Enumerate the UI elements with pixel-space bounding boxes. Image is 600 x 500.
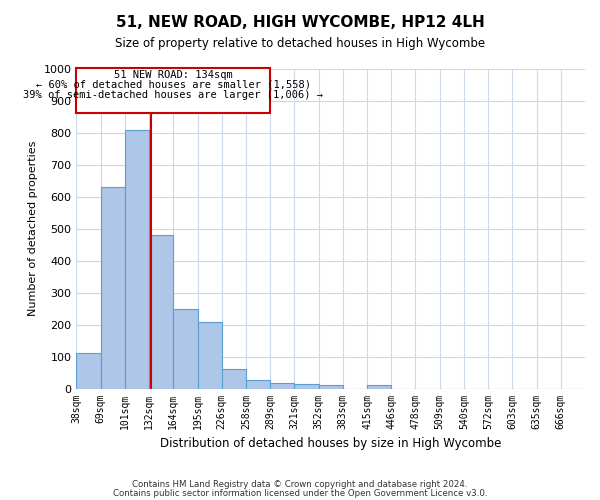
- Bar: [149, 235, 173, 388]
- Text: ← 60% of detached houses are smaller (1,558): ← 60% of detached houses are smaller (1,…: [36, 80, 311, 90]
- Y-axis label: Number of detached properties: Number of detached properties: [28, 141, 38, 316]
- Bar: [76, 354, 101, 388]
- Bar: [173, 308, 197, 388]
- X-axis label: Distribution of detached houses by size in High Wycombe: Distribution of detached houses by size …: [160, 437, 502, 450]
- Text: Contains public sector information licensed under the Open Government Licence v3: Contains public sector information licen…: [113, 490, 487, 498]
- Bar: [319, 386, 343, 388]
- Text: Size of property relative to detached houses in High Wycombe: Size of property relative to detached ho…: [115, 38, 485, 51]
- Text: 51 NEW ROAD: 134sqm: 51 NEW ROAD: 134sqm: [114, 70, 233, 81]
- FancyBboxPatch shape: [76, 68, 270, 113]
- Bar: [295, 384, 319, 388]
- Bar: [101, 187, 125, 388]
- Bar: [270, 383, 295, 388]
- Bar: [125, 130, 149, 388]
- Bar: [197, 322, 222, 388]
- Text: Contains HM Land Registry data © Crown copyright and database right 2024.: Contains HM Land Registry data © Crown c…: [132, 480, 468, 489]
- Bar: [246, 380, 270, 388]
- Bar: [367, 386, 391, 388]
- Bar: [222, 368, 246, 388]
- Text: 51, NEW ROAD, HIGH WYCOMBE, HP12 4LH: 51, NEW ROAD, HIGH WYCOMBE, HP12 4LH: [116, 15, 484, 30]
- Text: 39% of semi-detached houses are larger (1,006) →: 39% of semi-detached houses are larger (…: [23, 90, 323, 100]
